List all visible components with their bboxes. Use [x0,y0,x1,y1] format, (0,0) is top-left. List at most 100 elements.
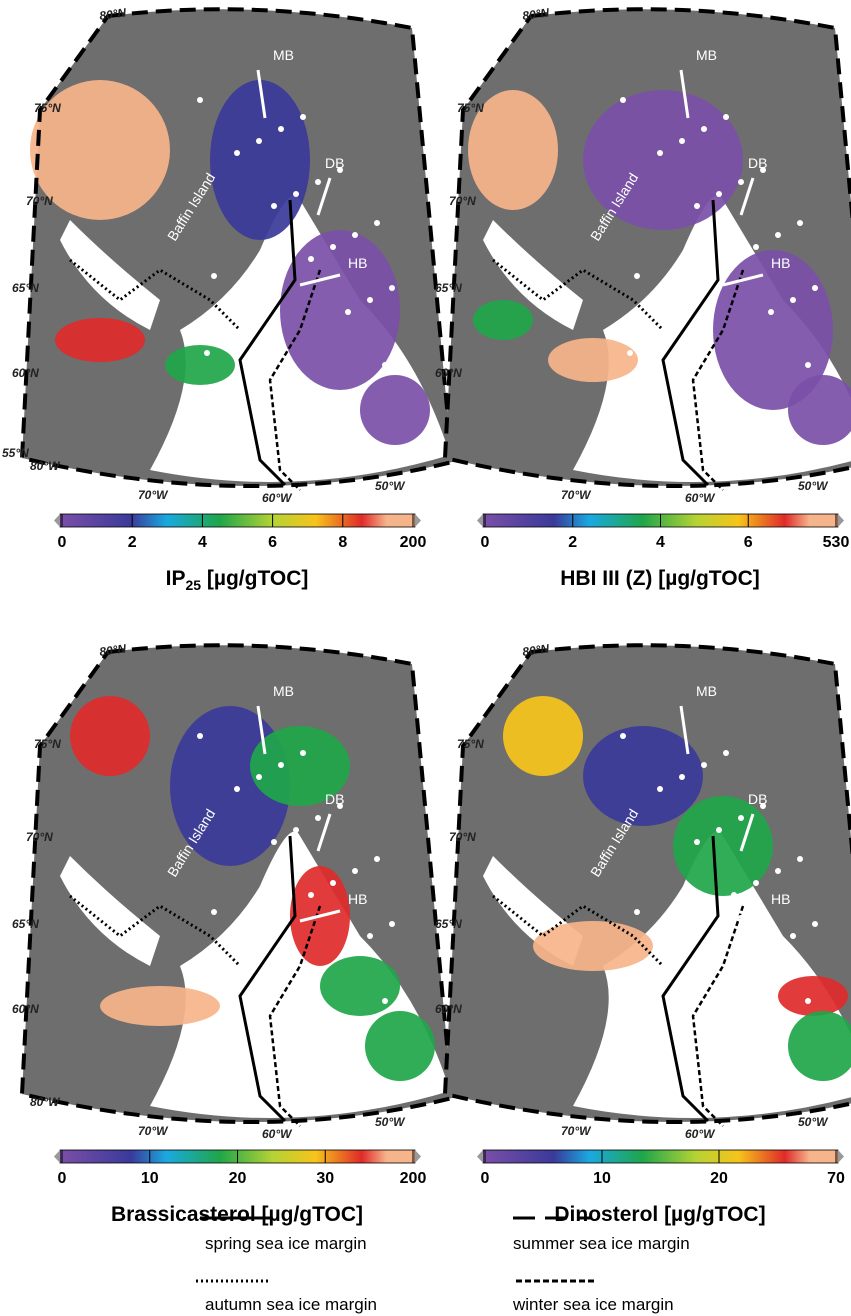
sample-site [649,974,655,980]
sample-site [226,974,232,980]
sample-site [671,326,677,332]
sample-site [367,297,373,303]
region-label: MB [273,47,294,63]
sample-site [790,933,796,939]
region-label: HB [348,891,367,907]
region-label: MB [696,683,717,699]
data-field [280,230,400,390]
sample-site [226,338,232,344]
sample-site [271,839,277,845]
sample-site [671,962,677,968]
latitude-label: 60°N [435,1002,462,1016]
region-label: DB [325,791,344,807]
longitude-label: 50°W [798,1115,829,1129]
sample-site [300,114,306,120]
sample-site [234,150,240,156]
sample-site [664,403,670,409]
latitude-label: 60°N [435,366,462,380]
colorbar-tick-label: 6 [744,534,753,551]
sample-site [197,733,203,739]
longitude-label: 50°W [798,479,829,493]
sample-site [753,244,759,250]
sample-site [211,273,217,279]
sample-site [620,97,626,103]
data-field [360,375,430,445]
sample-site [708,1015,714,1021]
sample-site [679,774,685,780]
sample-site [308,892,314,898]
map-panel: 80°N75°N70°N65°N60°N80°W70°W60°W50°WMBDB… [12,641,452,1226]
sample-site [812,285,818,291]
colorbar-tick-label: 4 [656,534,665,551]
sample-site [285,1015,291,1021]
map-panel: 80°N75°N70°N65°N60°N70°W60°W50°WMBDBHBBa… [435,641,851,1226]
latitude-label: 60°N [12,1002,39,1016]
sample-site [738,815,744,821]
sample-site [293,191,299,197]
colorbar-tick-label: 0 [481,534,490,551]
sample-site [812,921,818,927]
colorbar-title: Brassicasterol [µg/gTOC] [111,1203,363,1226]
sample-site [374,220,380,226]
sample-site [634,909,640,915]
sample-site [686,391,692,397]
title-text: [µg/gTOC] [201,567,308,590]
sample-site [278,762,284,768]
sample-site [389,921,395,927]
sample-site [367,933,373,939]
sample-site [248,326,254,332]
latitude-label: 75°N [34,737,61,751]
latitude-label: 75°N [457,737,484,751]
sample-site [627,350,633,356]
sample-site [753,880,759,886]
latitude-label: 65°N [435,281,462,295]
sample-site [382,998,388,1004]
region-label: MB [273,683,294,699]
colorbar-title: IP25 [µg/gTOC] [166,567,309,593]
map-figure: 80°N75°N70°N65°N60°N55°N80°W70°W60°W50°W… [0,0,851,1316]
colorbar-tick-label: 10 [141,1170,159,1187]
data-field [365,1011,435,1081]
colorbar-title: HBI III (Z) [µg/gTOC] [560,567,760,590]
data-field [778,976,848,1016]
sample-site [241,403,247,409]
colorbar-tick-label: 20 [710,1170,728,1187]
colorbar-tick-label: 530 [823,534,850,551]
latitude-label: 65°N [435,917,462,931]
sample-site [701,126,707,132]
title-text: Brassicasterol [µg/gTOC] [111,1203,363,1226]
sample-site [723,750,729,756]
colorbar-tick-label: 0 [481,1170,490,1187]
data-field [473,300,533,340]
sample-site [679,138,685,144]
sample-site [620,733,626,739]
latitude-label: 65°N [12,281,39,295]
longitude-label: 70°W [561,1124,592,1138]
region-label: DB [325,155,344,171]
sample-site [263,1027,269,1033]
sample-site [256,138,262,144]
sample-site [805,362,811,368]
colorbar-tick-label: 4 [198,534,207,551]
sample-site [241,1039,247,1045]
colorbar-tick-label: 20 [229,1170,247,1187]
colorbar-tick-label: 8 [338,534,347,551]
legend-label: autumn sea ice margin [205,1295,377,1314]
colorbar-tick-label: 2 [128,534,137,551]
sample-site [204,350,210,356]
colorbar-tick-label: 200 [400,534,427,551]
region-label: DB [748,155,767,171]
sample-site [723,114,729,120]
latitude-label: 75°N [34,101,61,115]
latitude-label: 75°N [457,101,484,115]
sample-site [330,244,336,250]
sample-site [293,827,299,833]
legend-label: spring sea ice margin [205,1234,367,1253]
region-label: HB [348,255,367,271]
title-subscript: 25 [185,577,201,593]
sample-site [197,97,203,103]
sample-site [708,379,714,385]
sample-site [308,256,314,262]
sample-site [263,391,269,397]
longitude-label: 80°W [30,1095,61,1109]
